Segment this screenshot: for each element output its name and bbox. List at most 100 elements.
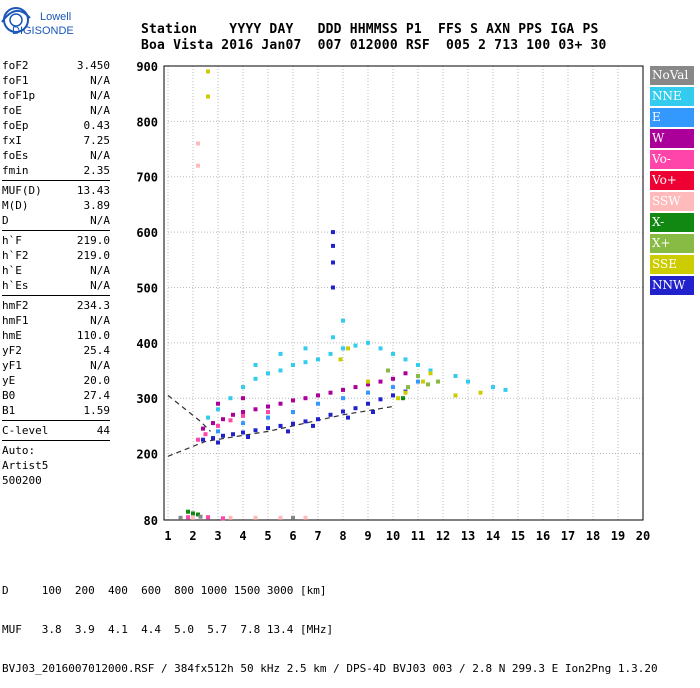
param-value: N/A	[90, 89, 110, 102]
y-tick-label: 700	[136, 171, 158, 185]
param-separator	[2, 420, 110, 421]
autoscale-note: Auto:	[2, 444, 36, 457]
echo-point-nne	[366, 340, 370, 345]
echo-point-sse	[421, 379, 425, 384]
echo-point-nne	[503, 387, 508, 392]
echo-point-sse	[403, 390, 408, 395]
echo-point-nnw	[341, 409, 345, 414]
echo-point-x-	[191, 511, 195, 516]
echo-point-nnw	[278, 423, 283, 428]
echo-point-x-	[186, 509, 190, 514]
echo-point-nne	[341, 318, 345, 323]
legend-item-w: W	[650, 129, 694, 148]
echo-point-vo-	[206, 515, 210, 520]
x-tick-label: 15	[511, 529, 525, 543]
echo-point-vo-	[186, 515, 190, 520]
x-tick-label: 12	[436, 529, 450, 543]
autoscale-note: 500200	[2, 474, 42, 487]
param-value: N/A	[90, 359, 110, 372]
param-value: N/A	[90, 149, 110, 162]
echo-point-nne	[266, 371, 270, 376]
legend-item-nnw: NNW	[650, 276, 694, 295]
echo-point-w	[241, 410, 245, 414]
param-row: foF1 N/A	[2, 73, 110, 88]
echo-point-nne	[353, 343, 358, 348]
echo-point-sse	[206, 69, 210, 74]
echo-point-sse	[206, 94, 210, 99]
echo-point-vo-	[228, 418, 233, 423]
ionospheric-parameters-panel: foF2 3.450 foF1 N/A foF1p N/A foE N/A foEp 0.43 fx…	[2, 58, 110, 488]
param-value: N/A	[90, 104, 110, 117]
echo-point-noval	[291, 515, 295, 520]
echo-point-nne	[216, 407, 220, 412]
x-tick-label: 11	[411, 529, 425, 543]
param-value: 1.59	[83, 404, 111, 417]
logo-emblem	[1, 7, 31, 33]
param-value: 25.4	[83, 344, 111, 357]
param-row: yE 20.0	[2, 373, 110, 388]
echo-point-nnw	[241, 430, 245, 435]
param-name: h`Es	[2, 279, 29, 292]
param-name: M(D)	[2, 199, 29, 212]
echo-point-w	[328, 390, 333, 395]
echo-point-nne	[403, 357, 408, 362]
echo-point-nnw	[391, 393, 395, 398]
param-name: C-level	[2, 424, 49, 437]
param-row: yF2 25.4	[2, 343, 110, 358]
echo-point-w	[278, 401, 283, 406]
echo-point-nnw	[331, 285, 335, 290]
echo-point-w	[241, 396, 245, 401]
param-name: hmF1	[2, 314, 29, 327]
param-name: yE	[2, 374, 16, 387]
param-separator	[2, 295, 110, 296]
echo-point-nne	[253, 376, 258, 381]
x-tick-label: 17	[561, 529, 575, 543]
ionogram-plot: 1 2 3 4 5 6 7 8 9 10 11 12 13 14 15 16 17 18 19 20802003004…	[136, 60, 650, 543]
echo-point-vo-	[216, 423, 220, 428]
echo-point-ssw	[228, 515, 233, 520]
param-name: foE	[2, 104, 22, 117]
echo-point-x-	[416, 374, 420, 378]
echo-point-sse	[366, 379, 370, 384]
echo-point-nne	[278, 351, 283, 356]
echo-point-nnw	[253, 428, 258, 433]
y-tick-label: 400	[136, 337, 158, 351]
echo-point-ssw	[196, 163, 200, 168]
echo-point-e	[366, 390, 370, 395]
legend-item-noval: NoVal	[650, 66, 694, 85]
x-tick-label: 18	[586, 529, 600, 543]
virtual-height-trace	[167, 394, 211, 432]
header-values-row: Boa Vista 2016 Jan07 007 012000 RSF 005 …	[141, 38, 607, 53]
param-name: yF1	[2, 359, 22, 372]
param-name: hmE	[2, 329, 22, 342]
param-row: hmF2 234.3	[2, 298, 110, 313]
echo-point-w	[403, 371, 408, 376]
param-row: M(D) 3.89	[2, 198, 110, 213]
param-value: 20.0	[83, 374, 111, 387]
param-row: foF2 3.450	[2, 58, 110, 73]
x-tick-label: 9	[364, 529, 371, 543]
y-tick-label: 200	[136, 448, 158, 462]
x-tick-label: 10	[386, 529, 400, 543]
echo-point-nnw	[331, 230, 335, 235]
param-row: foF1p N/A	[2, 88, 110, 103]
param-name: foF2	[2, 59, 29, 72]
echo-point-nne	[391, 351, 395, 356]
lowell-digisonde-logo: Lowell DIGISONDE	[1, 7, 74, 37]
param-value: 2.35	[83, 164, 111, 177]
echo-point-nnw	[366, 401, 370, 406]
param-row: h`F2 219.0	[2, 248, 110, 263]
param-name: h`F2	[2, 249, 29, 262]
x-tick-label: 20	[636, 529, 650, 543]
echo-point-nne	[378, 346, 383, 351]
echo-point-x-	[436, 379, 440, 384]
echo-point-nne	[316, 357, 320, 362]
x-tick-label: 8	[339, 529, 346, 543]
echo-point-nnw	[231, 432, 235, 437]
echo-point-nnw	[291, 421, 295, 426]
echo-point-nne	[331, 335, 335, 340]
echo-point-x-	[386, 368, 390, 373]
echo-point-nne	[241, 385, 245, 390]
param-row: B0 27.4	[2, 388, 110, 403]
logo-text-digisonde: DIGISONDE	[12, 25, 74, 37]
